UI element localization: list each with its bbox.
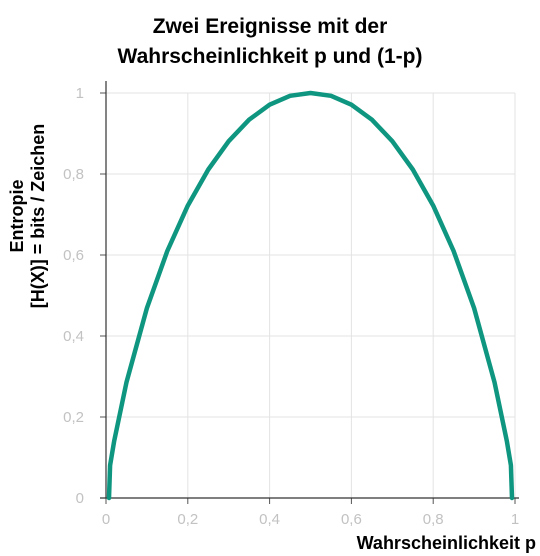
chart-title: Zwei Ereignisse mit der Wahrscheinlichke… <box>0 12 540 72</box>
y-tick-label: 1 <box>76 85 84 102</box>
y-tick-label: 0 <box>76 490 84 507</box>
tick-labels: 0 0,2 0,4 0,6 0,8 1 0 0,2 0,4 0,6 0,8 1 <box>63 85 519 528</box>
series-layer <box>106 90 515 501</box>
x-tick-label: 0,8 <box>423 511 444 528</box>
x-tick-label: 0 <box>102 511 110 528</box>
y-tick-label: 0,2 <box>63 409 84 426</box>
x-tick-label: 0,2 <box>177 511 198 528</box>
gridlines <box>106 92 516 498</box>
y-tick-label: 0,8 <box>63 166 84 183</box>
entropy-curve <box>106 90 515 501</box>
x-axis-label: Wahrscheinlichkeit p <box>356 533 536 553</box>
y-tick-label: 0,6 <box>63 247 84 264</box>
x-tick-label: 0,4 <box>259 511 280 528</box>
y-tick-label: 0,4 <box>63 328 84 345</box>
x-tick-label: 0,6 <box>341 511 362 528</box>
axes <box>100 81 519 504</box>
chart-title-line-2: Wahrscheinlichkeit p und (1-p) <box>117 45 423 68</box>
x-tick-label: 1 <box>511 511 519 528</box>
chart-title-line-1: Zwei Ereignisse mit der <box>152 15 388 38</box>
